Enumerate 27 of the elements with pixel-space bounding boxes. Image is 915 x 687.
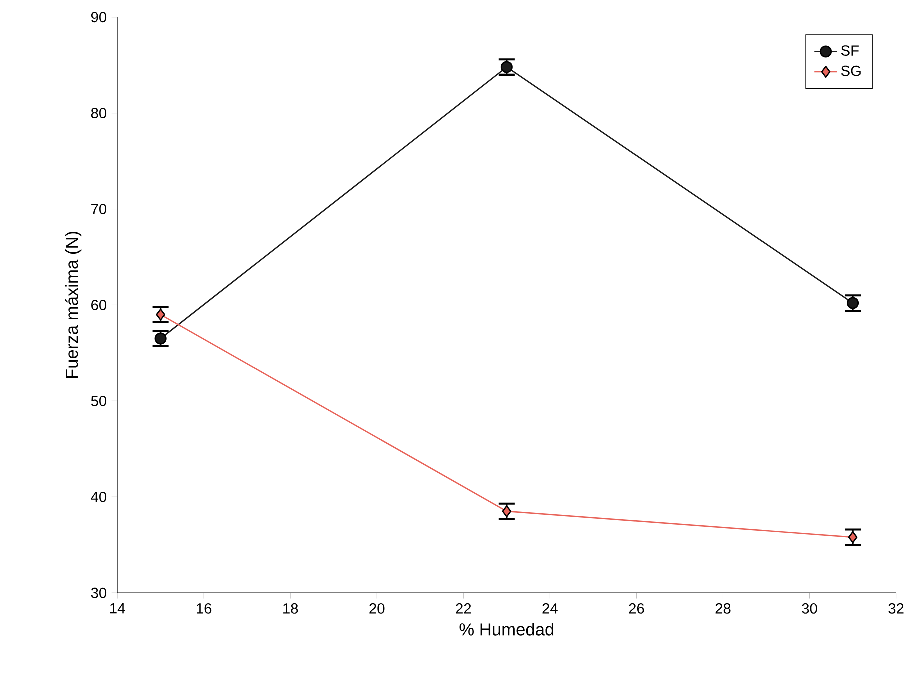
y-tick-label: 80	[91, 108, 107, 119]
y-tick-label: 60	[92, 300, 107, 311]
point	[156, 309, 166, 322]
x-tick-label: 28	[716, 604, 731, 614]
x-tick-label: 16	[197, 604, 212, 614]
y-axis-title: Fuerza máxima (N)	[65, 232, 82, 378]
legend-label: SF	[841, 46, 859, 56]
point	[848, 532, 858, 544]
y-tick-label: 70	[92, 204, 107, 215]
x-tick-label: 24	[542, 604, 558, 614]
y-tick-label: 50	[91, 396, 107, 407]
x-tick-label: 22	[456, 604, 472, 614]
point	[502, 506, 512, 518]
legend-label: SG	[841, 66, 861, 76]
x-tick-label: 20	[370, 604, 385, 614]
y-tick-label: 40	[91, 492, 107, 503]
x-tick-label: 18	[284, 604, 298, 614]
x-tick-label: 14	[110, 604, 126, 614]
point	[500, 61, 513, 74]
y-tick-label: 90	[91, 12, 107, 23]
y-tick-label: 30	[91, 588, 107, 598]
point	[847, 297, 860, 310]
x-tick-label: 30	[802, 604, 818, 614]
x-tick-label: 26	[629, 604, 644, 614]
point	[154, 332, 167, 346]
x-tick-label: 32	[888, 604, 904, 614]
x-axis-title: % Humedad	[460, 623, 554, 636]
